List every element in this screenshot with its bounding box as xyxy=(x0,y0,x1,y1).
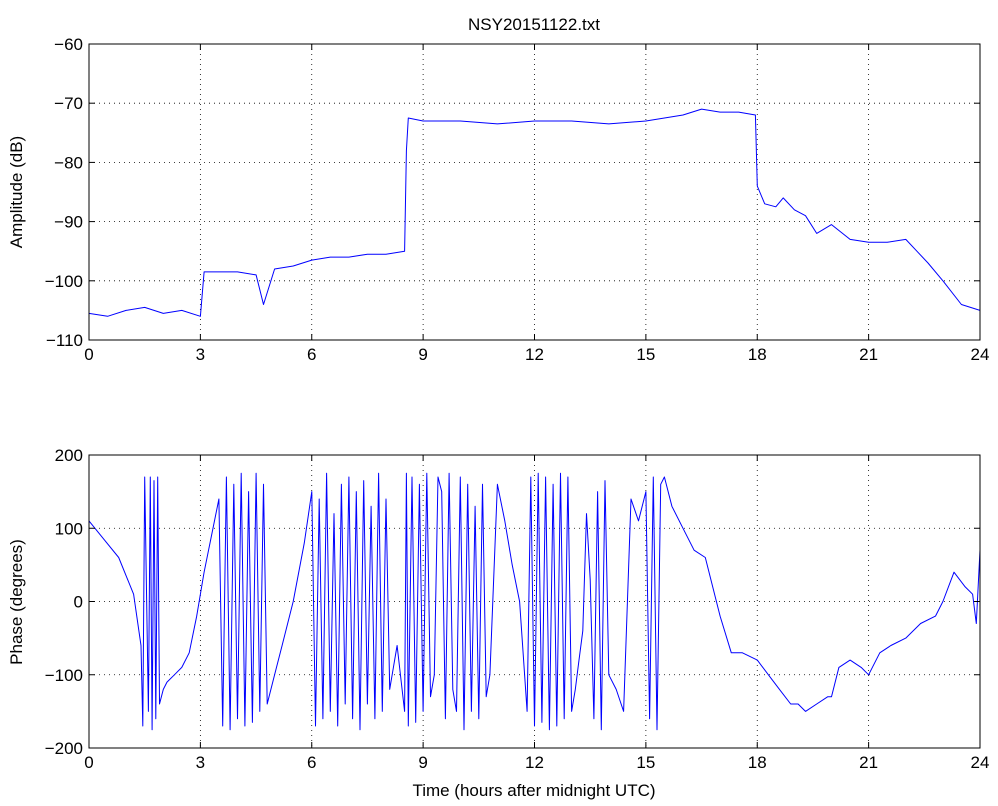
phase-series-line xyxy=(88,472,981,731)
amplitude-y-tick-label: −90 xyxy=(54,213,83,232)
phase-y-axis-label: Phase (degrees) xyxy=(7,539,26,665)
phase-y-tick-label: 0 xyxy=(74,593,83,612)
amplitude-y-tick-label: −80 xyxy=(54,153,83,172)
amplitude-axes: 0 3 6 9 12 15 18 21 24 −110 −100 −90 −80 −70 −60 Ampli… xyxy=(7,35,989,364)
amplitude-y-tick-label: −110 xyxy=(46,331,83,350)
amplitude-y-tick-label: −70 xyxy=(54,94,83,113)
phase-x-tick-label: 3 xyxy=(196,753,205,772)
phase-ticks: 0 3 6 9 12 15 18 21 24 −200 −100 0 100 200 xyxy=(45,446,990,772)
amplitude-plot-area xyxy=(89,44,980,340)
phase-x-tick-label: 0 xyxy=(84,753,93,772)
amplitude-ticks: 0 3 6 9 12 15 18 21 24 −110 −100 −90 −80 −70 −60 xyxy=(45,35,990,364)
amplitude-x-tick-label: 12 xyxy=(525,345,544,364)
phase-x-tick-label: 6 xyxy=(307,753,316,772)
amplitude-x-tick-label: 3 xyxy=(196,345,205,364)
amplitude-x-tick-label: 15 xyxy=(636,345,655,364)
amplitude-y-axis-label: Amplitude (dB) xyxy=(7,136,26,248)
amplitude-x-tick-label: 18 xyxy=(748,345,767,364)
phase-x-tick-label: 18 xyxy=(748,753,767,772)
phase-x-tick-label: 21 xyxy=(859,753,878,772)
phase-y-tick-label: −100 xyxy=(45,666,83,685)
amplitude-x-tick-label: 6 xyxy=(307,345,316,364)
phase-x-tick-label: 12 xyxy=(525,753,544,772)
phase-axes: 0 3 6 9 12 15 18 21 24 −200 −100 0 100 200 Phase (deg… xyxy=(7,446,989,800)
amplitude-x-tick-label: 21 xyxy=(859,345,878,364)
phase-y-tick-label: 100 xyxy=(55,519,83,538)
phase-x-tick-label: 24 xyxy=(971,753,990,772)
amplitude-x-tick-label: 24 xyxy=(971,345,990,364)
amplitude-grid xyxy=(89,44,980,340)
amplitude-x-tick-label: 0 xyxy=(84,345,93,364)
phase-x-tick-label: 9 xyxy=(418,753,427,772)
amplitude-plot xyxy=(88,108,981,317)
phase-y-tick-label: −200 xyxy=(45,739,83,758)
amplitude-series-line xyxy=(88,108,981,317)
phase-x-axis-label: Time (hours after midnight UTC) xyxy=(412,781,655,800)
figure-title: NSY20151122.txt xyxy=(468,15,600,34)
phase-x-tick-label: 15 xyxy=(636,753,655,772)
phase-plot xyxy=(88,472,981,731)
phase-y-tick-label: 200 xyxy=(55,446,83,465)
amplitude-y-tick-label: −60 xyxy=(54,35,83,54)
phase-grid xyxy=(89,455,980,748)
amplitude-y-tick-label: −100 xyxy=(45,272,83,291)
amplitude-x-tick-label: 9 xyxy=(418,345,427,364)
